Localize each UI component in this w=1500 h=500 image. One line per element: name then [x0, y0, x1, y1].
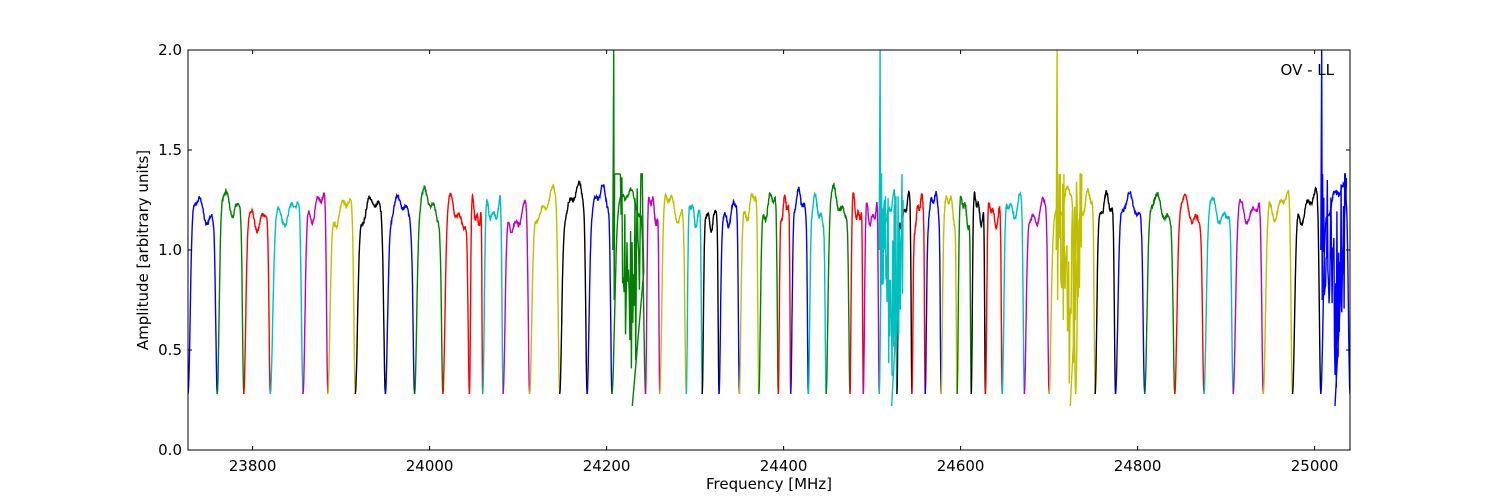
- x-tick-label: 24600: [937, 457, 985, 475]
- series-segment: [1262, 189, 1294, 395]
- x-tick-label: 24400: [760, 457, 808, 475]
- y-tick-label: 0.5: [158, 341, 182, 359]
- series-segment: [354, 195, 387, 395]
- series-segment: [738, 192, 760, 395]
- series-segment: [243, 207, 271, 395]
- series-segment: [970, 190, 987, 395]
- series-segment: [701, 209, 720, 395]
- annotation-label: OV - LL: [1281, 61, 1335, 79]
- series-segment: [984, 202, 1003, 395]
- x-tick-label: 24000: [406, 457, 454, 475]
- x-tick-label: 24800: [1114, 457, 1162, 475]
- tick-layer: 23800 24000 24200 24400 24600 24800 25000 0.0 0.…: [158, 41, 1350, 475]
- y-tick-label: 0.0: [158, 441, 182, 459]
- x-tick-label: 25000: [1291, 457, 1339, 475]
- series-spike: [878, 50, 904, 407]
- series-segment: [1144, 191, 1176, 395]
- series-spike: [1320, 50, 1348, 407]
- series-segment: [468, 192, 484, 395]
- series-segment: [302, 192, 329, 395]
- series-segment: [924, 190, 942, 395]
- series-segment: [442, 192, 471, 395]
- series-segment: [384, 192, 416, 395]
- series-segment: [685, 204, 703, 395]
- series-segment: [1001, 190, 1025, 395]
- series-segment: [644, 196, 661, 395]
- series-spike: [612, 50, 645, 407]
- series-spike: [1055, 50, 1083, 407]
- series-segment: [718, 198, 741, 395]
- x-tick-label: 23800: [229, 457, 277, 475]
- series-segment: [1174, 193, 1205, 395]
- series-segment: [482, 195, 504, 395]
- series-segment: [1291, 186, 1322, 395]
- series-segment: [790, 186, 810, 395]
- series-segment: [1232, 198, 1264, 395]
- series-segment: [1023, 196, 1050, 395]
- series-segment: [659, 191, 687, 395]
- series-segment: [911, 193, 926, 395]
- series-layer: [188, 50, 1350, 407]
- x-tick-label: 24200: [583, 457, 631, 475]
- y-tick-label: 1.5: [158, 141, 182, 159]
- series-segment: [528, 183, 561, 395]
- series-segment: [269, 201, 304, 395]
- series-segment: [807, 191, 827, 395]
- series-segment: [1114, 191, 1146, 395]
- series-segment: [956, 195, 972, 395]
- series-segment: [777, 194, 792, 395]
- y-tick-label: 2.0: [158, 41, 182, 59]
- series-segment: [327, 197, 356, 395]
- series-segment: [849, 191, 864, 395]
- series-segment: [559, 180, 588, 395]
- series-segment: [758, 191, 779, 395]
- y-tick-label: 1.0: [158, 241, 182, 259]
- series-segment: [216, 187, 245, 395]
- series-segment: [1203, 196, 1234, 395]
- series-segment: [188, 195, 218, 395]
- series-segment: [586, 183, 613, 395]
- series-segment: [1094, 189, 1117, 395]
- series-segment: [413, 184, 444, 395]
- series-segment: [940, 194, 958, 395]
- y-axis-title: Amplitude [arbitrary units]: [134, 150, 152, 350]
- series-segment: [825, 181, 851, 395]
- x-axis-title: Frequency [MHz]: [706, 475, 832, 493]
- series-segment: [502, 199, 531, 395]
- series-segment: [862, 202, 880, 395]
